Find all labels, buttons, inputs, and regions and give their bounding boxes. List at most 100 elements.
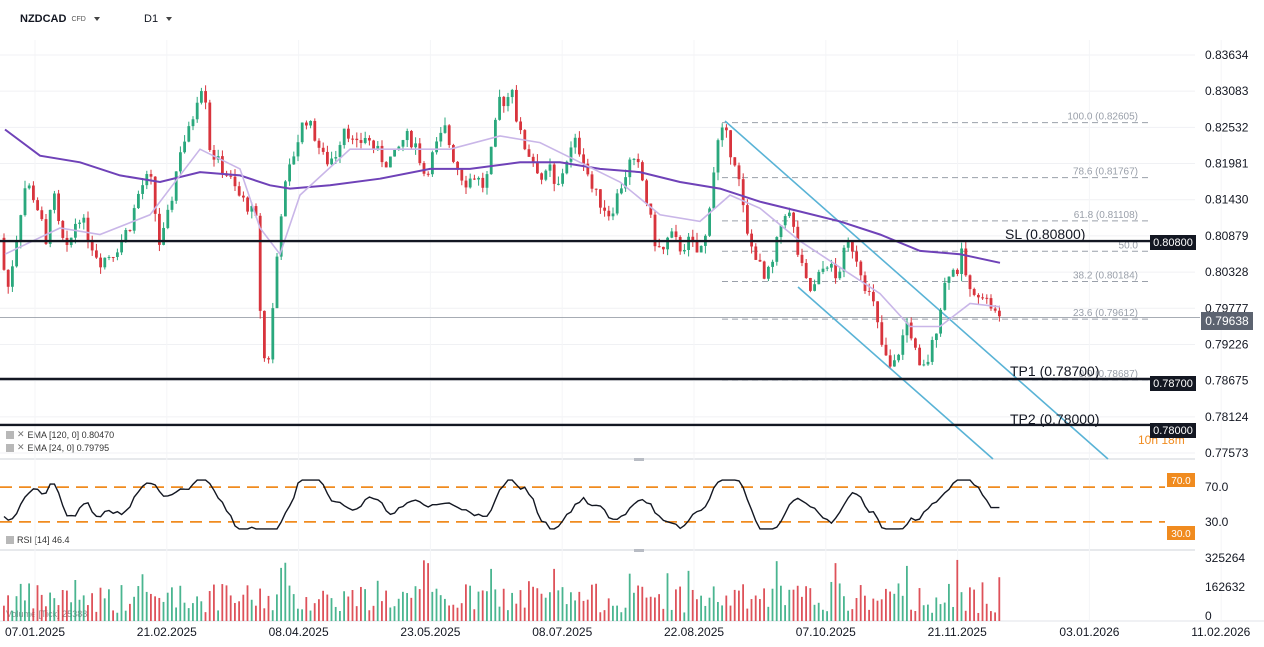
candle-body: [544, 170, 548, 180]
candle-body: [107, 256, 111, 258]
volume-bar: [334, 606, 337, 621]
settings-icon[interactable]: [6, 443, 14, 452]
pane-resize-handle[interactable]: [634, 458, 644, 461]
volume-bar: [906, 565, 908, 621]
volume-bar: [994, 612, 996, 621]
timeframe-label: D1: [144, 13, 159, 25]
volume-bar: [465, 584, 467, 621]
legend-rsi[interactable]: RSI [14] 46.4: [6, 535, 70, 545]
volume-bar: [939, 604, 942, 621]
candle-body: [834, 264, 837, 279]
candle-body: [540, 173, 543, 180]
candle-body: [716, 140, 720, 173]
descending-channel[interactable]: [724, 120, 1109, 460]
volume-bar: [74, 579, 77, 621]
volume-bar: [712, 586, 715, 621]
pane-resize-handle[interactable]: [634, 549, 644, 552]
volume-bar: [868, 609, 870, 621]
volume-bar: [599, 612, 602, 621]
volume-bar: [851, 609, 854, 621]
candle-body: [288, 164, 291, 182]
candle-body: [552, 164, 556, 184]
volume-bar: [145, 591, 148, 621]
volume-bar: [3, 605, 5, 621]
volume-bar: [452, 604, 455, 621]
settings-icon[interactable]: [6, 536, 14, 544]
candle-body: [649, 203, 653, 215]
volume-bar: [834, 563, 837, 621]
volume-bar: [616, 605, 618, 621]
candle-body: [599, 189, 602, 208]
volume-bar: [809, 588, 812, 621]
channel-upper-line[interactable]: [724, 120, 1109, 460]
candle-body: [271, 308, 275, 360]
volume-bar: [864, 595, 866, 621]
volume-bar: [385, 590, 387, 621]
candle-body: [380, 145, 384, 163]
candle-body: [6, 269, 10, 287]
candle-body: [947, 276, 951, 283]
candle-body: [699, 245, 703, 253]
volume-bar: [775, 561, 778, 621]
candle-body: [435, 141, 438, 153]
symbol-selector[interactable]: NZDCAD CFD: [20, 10, 100, 28]
volume-bar: [381, 601, 383, 621]
candle-body: [263, 310, 266, 359]
time-tick-label: 07.10.2025: [796, 625, 856, 639]
volume-bar: [973, 589, 975, 621]
legend-ema24[interactable]: ✕ EMA [24, 0] 0.79795: [6, 442, 109, 453]
candle-body: [368, 137, 371, 141]
legend-ema120[interactable]: ✕ EMA [120, 0] 0.80470: [6, 429, 114, 440]
tp2-price-tag-text: 0.78000: [1153, 425, 1193, 437]
candle-body: [212, 149, 216, 160]
fib-level-label: 100.0 (0.82605): [1067, 112, 1138, 123]
candle-body: [305, 122, 308, 126]
candle-body: [905, 322, 909, 336]
candle-body: [258, 215, 262, 311]
candle-body: [720, 127, 724, 141]
candle-body: [943, 282, 947, 310]
candle-body: [615, 193, 619, 214]
volume-bar: [120, 585, 123, 621]
price-tick-label: 0.78124: [1205, 410, 1249, 424]
candle-body: [447, 125, 451, 146]
timeframe-selector[interactable]: D1: [144, 10, 173, 28]
volume-bar: [843, 596, 845, 621]
rsi-line: [3, 479, 1000, 530]
volume-bar: [318, 599, 320, 621]
candle-body: [477, 177, 480, 180]
candle-body: [993, 308, 997, 311]
candle-body: [195, 102, 199, 120]
candle-body: [729, 130, 732, 158]
price-tick-label: 0.79777: [1205, 301, 1249, 315]
close-icon[interactable]: ✕: [17, 429, 25, 439]
trade-levels[interactable]: [0, 239, 1150, 427]
candle-body: [926, 361, 930, 365]
close-icon[interactable]: ✕: [17, 442, 25, 452]
candle-body: [338, 145, 342, 158]
volume-bar: [721, 605, 723, 621]
candle-body: [326, 151, 329, 165]
volume-bar: [733, 589, 736, 621]
volume-bar: [78, 599, 81, 621]
volume-bar: [586, 599, 589, 621]
volume-bar: [364, 589, 366, 621]
volume-bar: [910, 609, 912, 621]
candle-body: [246, 197, 249, 212]
volume-bar: [82, 595, 85, 621]
volume-bar: [36, 585, 39, 621]
volume-bar: [204, 612, 207, 621]
candle-body: [124, 230, 128, 241]
volume-bar: [922, 605, 925, 621]
volume-bar: [943, 602, 946, 621]
candle-body: [137, 193, 140, 209]
volume-bar: [196, 596, 198, 621]
volume-bar: [448, 605, 450, 621]
volume-bar: [11, 610, 14, 621]
volume-bar: [725, 595, 728, 621]
current-price-tag-text: 0.79638: [1205, 314, 1249, 328]
volume-bar: [439, 595, 442, 621]
channel-lower-line[interactable]: [797, 286, 994, 460]
settings-icon[interactable]: [6, 430, 14, 439]
